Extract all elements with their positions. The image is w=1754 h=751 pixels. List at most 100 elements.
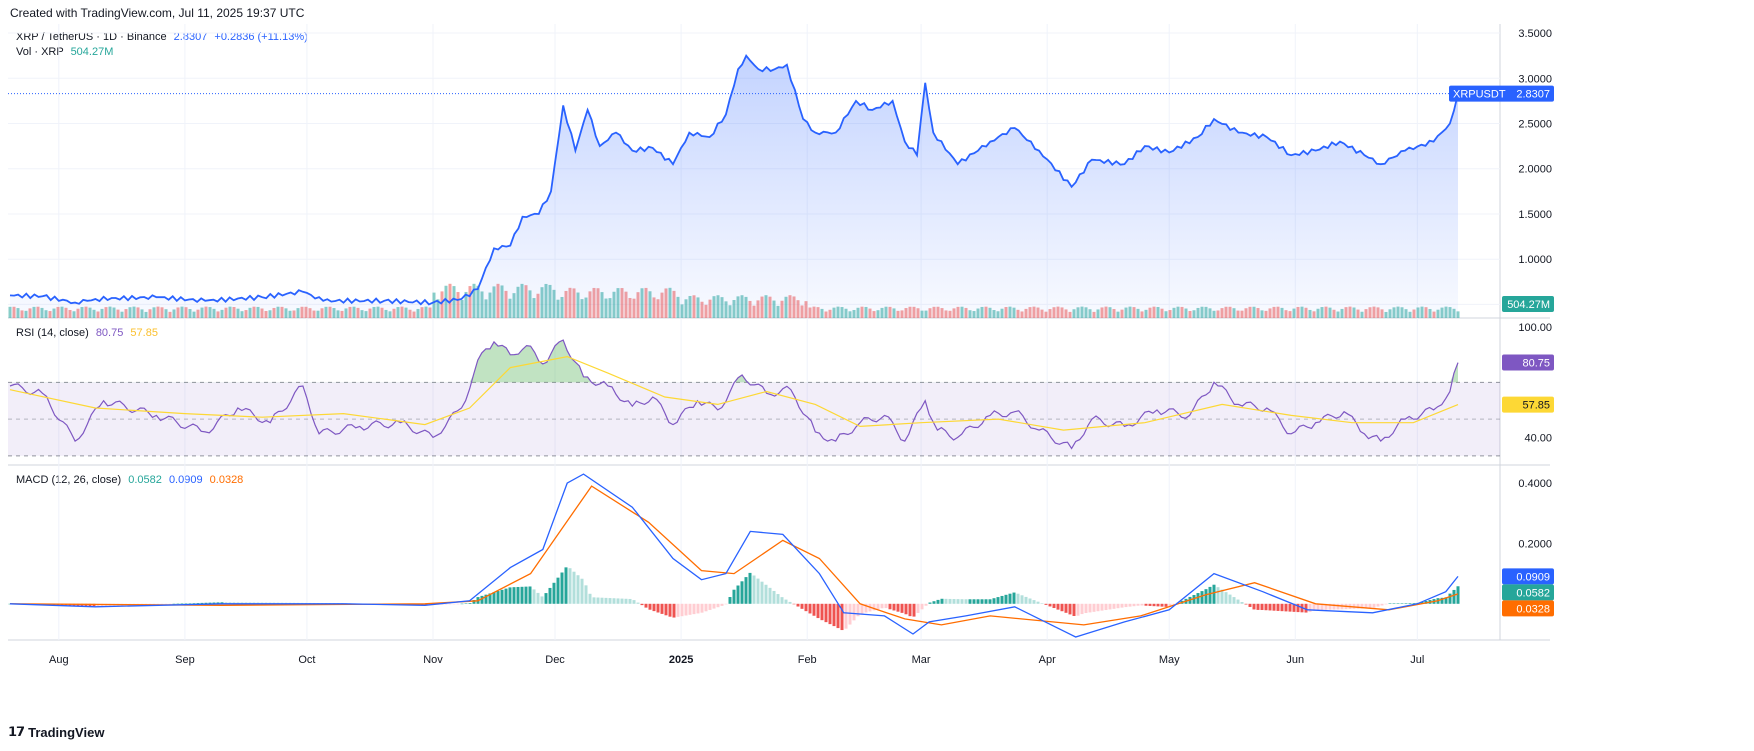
macd-histogram-bar bbox=[616, 598, 620, 604]
macd-histogram-bar bbox=[420, 603, 424, 606]
macd-histogram-bar bbox=[224, 602, 228, 604]
macd-histogram-bar bbox=[812, 603, 816, 616]
macd-histogram-bar bbox=[556, 577, 560, 604]
macd-histogram-bar bbox=[656, 603, 660, 613]
macd-histogram-bar bbox=[1260, 603, 1264, 611]
macd-histogram-bar bbox=[200, 602, 204, 604]
macd-histogram-bar bbox=[1084, 603, 1088, 614]
macd-histogram-bar bbox=[588, 593, 592, 604]
volume-value: 504.27M bbox=[70, 46, 114, 58]
macd-line-badge-text: 0.0909 bbox=[1516, 571, 1550, 583]
macd-histogram-bar bbox=[808, 603, 812, 614]
macd-histogram-bar bbox=[1156, 603, 1160, 607]
macd-histogram-bar bbox=[660, 603, 664, 614]
macd-histogram-bar bbox=[984, 599, 988, 604]
macd-histogram-bar bbox=[816, 603, 820, 619]
macd-histogram-bar bbox=[1132, 603, 1136, 607]
macd-histogram-bar bbox=[748, 572, 752, 604]
macd-histogram-bar bbox=[732, 589, 736, 604]
rsi-label: RSI (14, close) bbox=[16, 327, 89, 339]
macd-histogram-bar bbox=[992, 598, 996, 604]
macd-histogram-bar bbox=[804, 603, 808, 612]
macd-histogram-bar bbox=[920, 603, 924, 610]
macd-histogram-bar bbox=[740, 581, 744, 604]
symbol-label: XRP / TetherUS · 1D · Binance bbox=[16, 31, 167, 43]
macd-histogram-bar bbox=[508, 587, 512, 604]
macd-histogram-bar bbox=[856, 603, 860, 617]
macd-histogram-bar bbox=[836, 603, 840, 629]
macd-histogram-bar bbox=[1192, 594, 1196, 604]
volume-label: Vol · XRP bbox=[16, 46, 64, 58]
macd-histogram-bar bbox=[580, 578, 584, 604]
volume-badge-text: 504.27M bbox=[1507, 299, 1550, 311]
rsi-legend[interactable]: RSI (14, close) 80.75 57.85 bbox=[16, 327, 158, 339]
macd-histogram-bar bbox=[1388, 603, 1392, 604]
macd-line bbox=[9, 473, 1459, 638]
volume-legend[interactable]: Vol · XRP 504.27M bbox=[16, 46, 113, 58]
macd-histogram-bar bbox=[1028, 598, 1032, 604]
macd-histogram-bar bbox=[948, 598, 952, 604]
x-tick-label: Nov bbox=[423, 654, 443, 666]
price-legend[interactable]: XRP / TetherUS · 1D · Binance 2.8307 +0.… bbox=[16, 31, 308, 43]
macd-histogram-bar bbox=[1440, 597, 1444, 604]
macd-histogram-bar bbox=[764, 584, 768, 604]
macd-histogram-bar bbox=[584, 585, 588, 604]
price-tick-label: 1.0000 bbox=[1518, 254, 1552, 266]
macd-histogram-bar bbox=[184, 603, 188, 604]
macd-histogram-bar bbox=[1204, 589, 1208, 604]
macd-histogram-bar bbox=[1264, 603, 1268, 611]
macd-histogram-bar bbox=[152, 603, 156, 605]
macd-histogram-bar bbox=[1140, 603, 1144, 606]
macd-histogram-bar bbox=[852, 603, 856, 621]
macd-histogram-bar bbox=[228, 602, 232, 604]
macd-histogram-bar bbox=[232, 602, 236, 604]
price-badge-text: 2.8307 bbox=[1516, 89, 1550, 101]
rsi-tick-label: 100.00 bbox=[1518, 322, 1552, 334]
macd-legend[interactable]: MACD (12, 26, close) 0.0582 0.0909 0.032… bbox=[16, 474, 243, 486]
macd-histogram-bar bbox=[1164, 603, 1168, 607]
macd-histogram-bar bbox=[800, 603, 804, 609]
macd-histogram-bar bbox=[1128, 603, 1132, 607]
tradingview-footer[interactable]: 𝟭𝟳 TradingView bbox=[8, 724, 104, 740]
macd-histogram-bar bbox=[640, 603, 644, 606]
macd-histogram-bar bbox=[904, 603, 908, 615]
macd-histogram-bar bbox=[1048, 603, 1052, 607]
macd-histogram-bar bbox=[1052, 603, 1056, 609]
macd-histogram-bar bbox=[1284, 603, 1288, 612]
macd-histogram-bar bbox=[1016, 593, 1020, 604]
macd-histogram-bar bbox=[1316, 603, 1320, 611]
value-badges: XRPUSDT 2.8307 504.27M 80.75 57.85 0.0909 0.05… bbox=[1449, 85, 1554, 617]
price-tick-label: 1.5000 bbox=[1518, 209, 1552, 221]
macd-histogram-bar bbox=[452, 603, 456, 605]
macd-histogram-bar bbox=[460, 603, 464, 605]
macd-histogram-bar bbox=[1196, 593, 1200, 604]
macd-histogram-bar bbox=[472, 600, 476, 604]
macd-histogram-bar bbox=[516, 586, 520, 604]
macd-histogram-bar bbox=[788, 601, 792, 604]
brand-name: TradingView bbox=[28, 724, 105, 740]
price-value: 2.8307 bbox=[173, 31, 208, 43]
macd-histogram-bar bbox=[488, 593, 492, 604]
macd-histogram-bar bbox=[912, 603, 916, 617]
macd-hist-value: 0.0582 bbox=[128, 474, 162, 486]
macd-histogram-bar bbox=[1244, 603, 1248, 605]
x-tick-label: Feb bbox=[798, 654, 817, 666]
macd-histogram-bar bbox=[1232, 597, 1236, 604]
price-tick-label: 2.0000 bbox=[1518, 164, 1552, 176]
macd-histogram-bar bbox=[1212, 584, 1216, 604]
macd-histogram-bar bbox=[1200, 591, 1204, 604]
macd-histogram-bar bbox=[608, 598, 612, 604]
macd-histogram-bar bbox=[1036, 601, 1040, 604]
macd-line-value: 0.0909 bbox=[168, 474, 203, 486]
macd-histogram-bar bbox=[1072, 603, 1076, 616]
macd-histogram-bar bbox=[500, 589, 504, 604]
macd-histogram-bar bbox=[700, 603, 704, 613]
macd-tick-label: 0.2000 bbox=[1518, 538, 1552, 550]
macd-histogram-bar bbox=[936, 599, 940, 604]
macd-signal-badge bbox=[1502, 600, 1554, 617]
x-axis-ticks: Aug Sep Oct Nov Dec 2025 Feb Mar Apr May Jun Jul bbox=[49, 654, 1424, 666]
x-tick-label: Jun bbox=[1286, 654, 1304, 666]
macd-histogram-bar bbox=[1160, 603, 1164, 607]
symbol-price-badge bbox=[1449, 85, 1554, 102]
